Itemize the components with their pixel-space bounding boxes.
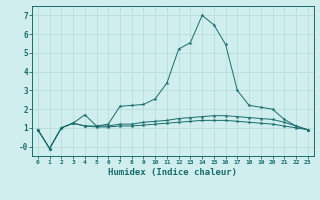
X-axis label: Humidex (Indice chaleur): Humidex (Indice chaleur): [108, 168, 237, 177]
